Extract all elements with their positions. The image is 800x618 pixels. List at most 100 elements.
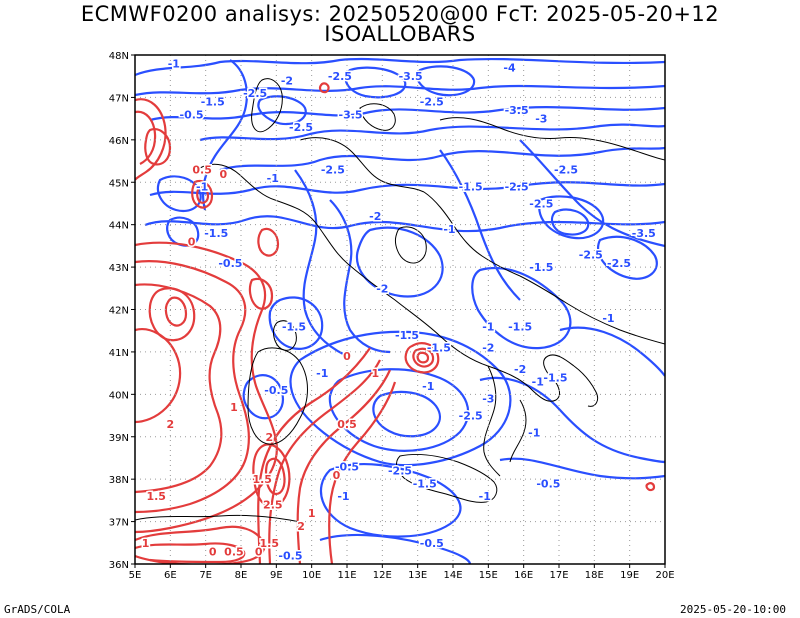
contour-label: -2: [376, 282, 388, 295]
contour-label: 0: [209, 545, 217, 558]
contour-label: -3.5: [505, 104, 529, 117]
lat-label: 41N: [109, 348, 129, 359]
contour-label: 1.5: [260, 537, 280, 550]
contour-label: -0.5: [335, 460, 359, 473]
lon-label: 18E: [585, 570, 604, 581]
lat-label: 39N: [109, 433, 129, 444]
contour-label: 0: [343, 350, 351, 363]
contour-label: -1.5: [508, 320, 532, 333]
lat-label: 38N: [109, 475, 129, 486]
longitude-labels: 5E 6E 7E 8E 9E 10E 11E 12E 13E 14E 15E 16E 17E 18E 19E…: [129, 570, 675, 581]
contour-label: -1.5: [427, 342, 451, 355]
contour-label: -3.5: [339, 108, 363, 121]
contour-label: 2.5: [263, 499, 283, 512]
contour-label: -0.5: [536, 477, 560, 490]
lon-label: 12E: [373, 570, 392, 581]
lon-label: 20E: [655, 570, 674, 581]
contour-label: -2: [514, 363, 526, 376]
lat-label: 45N: [109, 178, 129, 189]
contour-label: 0: [220, 168, 228, 181]
contour-label: 0: [255, 545, 263, 558]
lat-label: 44N: [109, 221, 129, 232]
latitude-labels: 36N 37N 38N 39N 40N 41N 42N 43N 44N 45N 46N 47N 48N: [109, 51, 129, 571]
contour-label: 0.5: [192, 164, 212, 177]
contour-label: -0.5: [420, 537, 444, 550]
lon-label: 7E: [199, 570, 212, 581]
axis-ticks: [131, 54, 666, 568]
contour-label: -1: [479, 490, 491, 503]
contour-label: -2.5: [289, 121, 313, 134]
contour-label: -1.5: [529, 261, 553, 274]
lat-label: 40N: [109, 390, 129, 401]
lon-label: 10E: [302, 570, 321, 581]
contour-label: -1.5: [395, 329, 419, 342]
contour-label: -0.5: [278, 550, 302, 563]
contour-label: -0.5: [218, 257, 242, 270]
contour-label: -1: [528, 427, 540, 440]
positive-contours: [135, 82, 656, 564]
lat-label: 46N: [109, 136, 129, 147]
lat-label: 48N: [109, 51, 129, 62]
contour-label: -0.5: [264, 384, 288, 397]
contour-label: -2: [482, 342, 494, 355]
lon-label: 11E: [337, 570, 356, 581]
contour-label: -2.5: [554, 164, 578, 177]
contour-label: -1: [196, 180, 208, 193]
lon-label: 14E: [443, 570, 462, 581]
grid-lines: [135, 55, 665, 564]
lat-label: 36N: [109, 560, 129, 571]
lat-label: 37N: [109, 518, 129, 529]
contour-label: 0: [188, 236, 196, 249]
contour-label: 1: [371, 367, 379, 380]
contour-label: -2.5: [243, 87, 267, 100]
contour-label: 2: [297, 520, 305, 533]
contour-label: -2.5: [579, 248, 603, 261]
contour-label: -3: [535, 113, 547, 126]
lon-label: 9E: [270, 570, 283, 581]
contour-label: -2: [281, 74, 293, 87]
contour-label: -2.5: [388, 465, 412, 478]
contour-label: 0.5: [224, 545, 244, 558]
lon-label: 16E: [514, 570, 533, 581]
contour-label: 0: [333, 469, 341, 482]
contour-label: -2.5: [328, 70, 352, 83]
contour-label: 1.5: [146, 490, 166, 503]
footer-credit: GrADS/COLA: [4, 603, 71, 616]
coastlines: [135, 78, 665, 523]
contour-label: -2.5: [459, 410, 483, 423]
lat-label: 43N: [109, 263, 129, 274]
contour-label: -1.5: [282, 320, 306, 333]
contour-label: -1: [532, 376, 544, 389]
lon-label: 17E: [549, 570, 568, 581]
contour-label: -1: [482, 320, 494, 333]
chart-title: ECMWF0200 analisys: 20250520@00 FcT: 202…: [80, 2, 720, 26]
lon-label: 6E: [164, 570, 177, 581]
contour-label: -1: [443, 223, 455, 236]
contour-label: -2.5: [321, 164, 345, 177]
contour-label: 1: [308, 507, 316, 520]
lon-label: 15E: [479, 570, 498, 581]
contour-label: 2: [265, 431, 273, 444]
lat-label: 47N: [109, 93, 129, 104]
lat-label: 42N: [109, 306, 129, 317]
contour-label: -1.5: [204, 227, 228, 240]
contour-label: -1.5: [543, 371, 567, 384]
contour-label: -4: [503, 62, 516, 75]
contour-label: -0.5: [180, 108, 204, 121]
contour-label: 1: [230, 401, 238, 414]
contour-label: -1: [337, 490, 349, 503]
contour-label: 1.5: [252, 473, 272, 486]
lon-label: 8E: [235, 570, 248, 581]
negative-contours: [135, 57, 665, 564]
contour-label: -1: [422, 380, 434, 393]
contour-label: -2.5: [607, 257, 631, 270]
contour-label: -3: [482, 393, 494, 406]
contour-label: -1.5: [459, 180, 483, 193]
contour-label: -1: [267, 172, 279, 185]
contour-label: -1: [602, 312, 614, 325]
contour-label: -2.5: [505, 180, 529, 193]
lon-label: 5E: [129, 570, 142, 581]
contour-label: -2: [369, 210, 381, 223]
contour-label: 1: [142, 537, 150, 550]
